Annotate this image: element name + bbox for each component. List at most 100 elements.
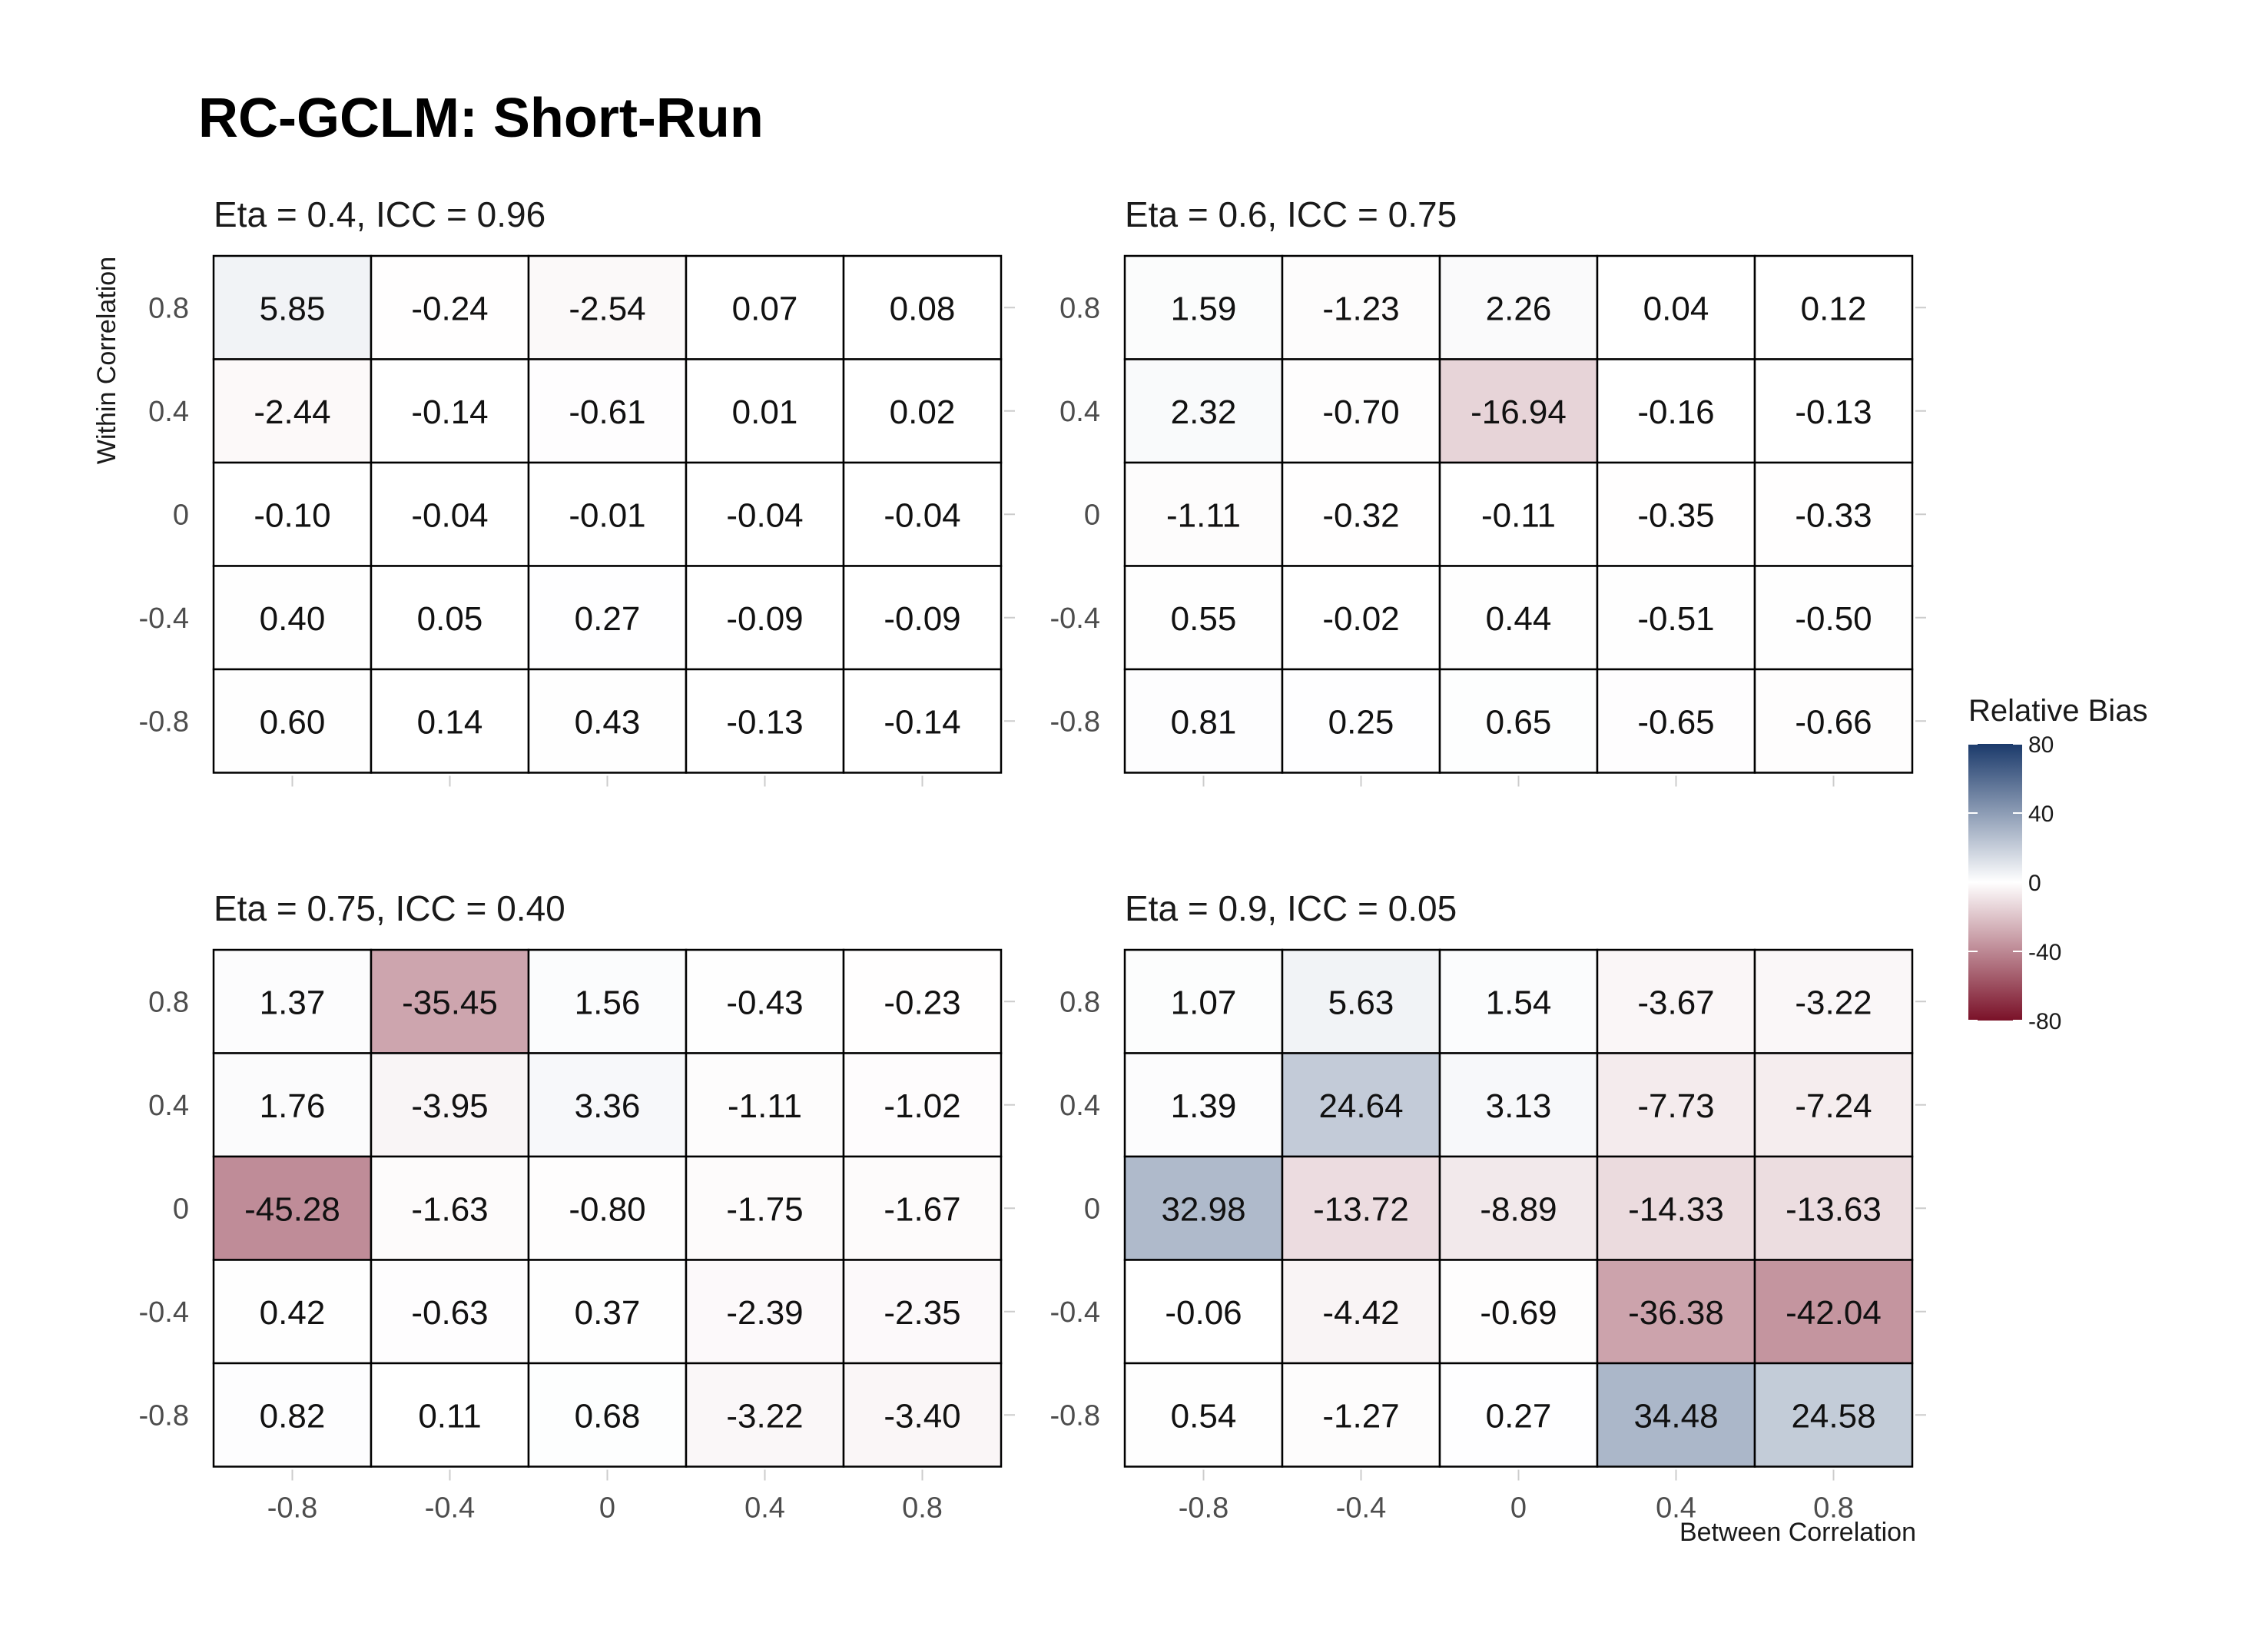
panel-title: Eta = 0.75, ICC = 0.40 bbox=[214, 888, 565, 928]
cell-value-label: -45.28 bbox=[244, 1190, 340, 1228]
heatmap-cell bbox=[1281, 668, 1441, 774]
cell-value-label: -1.67 bbox=[884, 1190, 960, 1228]
cell-value-label: -0.43 bbox=[726, 984, 803, 1021]
heatmap-cell bbox=[1123, 1259, 1284, 1365]
cell-value-label: -0.61 bbox=[569, 393, 645, 431]
heatmap-cell bbox=[842, 461, 1003, 567]
y-tick-label: 0.8 bbox=[1059, 292, 1100, 324]
heatmap-cell bbox=[842, 668, 1003, 774]
heatmap-cell bbox=[685, 565, 845, 671]
cell-value-label: 1.39 bbox=[1171, 1087, 1237, 1125]
cell-value-label: -0.16 bbox=[1637, 393, 1714, 431]
legend-tick-label: 0 bbox=[2028, 871, 2041, 896]
heatmap-cell bbox=[212, 948, 373, 1054]
x-tick-label: 0.4 bbox=[1656, 1492, 1696, 1525]
cell-value-label: -0.14 bbox=[884, 703, 960, 741]
cell-value-label: 3.36 bbox=[575, 1087, 641, 1125]
y-tick-label: -0.4 bbox=[1050, 1296, 1100, 1329]
cell-value-label: -0.23 bbox=[884, 984, 960, 1021]
heatmap-cell bbox=[1123, 461, 1284, 567]
heatmap-cell bbox=[1753, 1052, 1914, 1158]
x-tick-label: -0.4 bbox=[1336, 1492, 1386, 1525]
cell-value-label: 0.07 bbox=[732, 290, 798, 327]
cell-value-label: 34.48 bbox=[1633, 1397, 1718, 1435]
x-tick-label: 0.8 bbox=[1813, 1492, 1854, 1525]
heatmap-cell bbox=[370, 254, 530, 360]
legend-tick-label: -80 bbox=[2028, 1009, 2061, 1034]
heatmap-cell bbox=[685, 358, 845, 464]
heatmap-cell bbox=[685, 254, 845, 360]
cell-value-label: -0.80 bbox=[569, 1190, 645, 1228]
heatmap-cell bbox=[212, 565, 373, 671]
chart-title: RC-GCLM: Short-Run bbox=[198, 88, 764, 149]
cell-value-label: -0.66 bbox=[1795, 703, 1872, 741]
heatmap-cell bbox=[842, 1362, 1003, 1468]
heatmap-cell bbox=[1596, 358, 1756, 464]
heatmap-cell bbox=[1753, 461, 1914, 567]
heatmap-cell bbox=[1753, 1362, 1914, 1468]
heatmap-cell bbox=[1123, 358, 1284, 464]
cell-value-label: 0.60 bbox=[260, 703, 326, 741]
cell-value-label: 0.27 bbox=[1486, 1397, 1552, 1435]
cell-value-label: 3.13 bbox=[1486, 1087, 1552, 1125]
cell-value-label: -3.22 bbox=[726, 1397, 803, 1435]
cell-value-label: 0.01 bbox=[732, 393, 798, 431]
cell-value-label: 0.37 bbox=[575, 1294, 641, 1332]
cell-value-label: -35.45 bbox=[402, 984, 498, 1021]
heatmap-cell bbox=[842, 948, 1003, 1054]
heatmap-cell bbox=[1123, 668, 1284, 774]
heatmap-cell bbox=[527, 1052, 688, 1158]
cell-value-label: 5.85 bbox=[260, 290, 326, 327]
cell-value-label: -7.73 bbox=[1637, 1087, 1714, 1125]
cell-value-label: -0.04 bbox=[411, 496, 488, 534]
color-legend: Relative Bias 80 40 0 -40 -80 bbox=[1968, 694, 2147, 1034]
heatmap-cell bbox=[370, 948, 530, 1054]
cell-value-label: -3.22 bbox=[1795, 984, 1872, 1021]
legend-tick-label: -40 bbox=[2028, 940, 2061, 965]
cell-value-label: -1.75 bbox=[726, 1190, 803, 1228]
cell-value-label: 24.58 bbox=[1791, 1397, 1875, 1435]
heatmap-cell bbox=[685, 1155, 845, 1261]
panel-title: Eta = 0.9, ICC = 0.05 bbox=[1125, 888, 1457, 928]
heatmap-cell bbox=[1281, 565, 1441, 671]
cell-value-label: -0.63 bbox=[411, 1294, 488, 1332]
cell-value-label: -36.38 bbox=[1628, 1294, 1724, 1332]
heatmap-cell bbox=[212, 461, 373, 567]
cell-value-label: -0.04 bbox=[884, 496, 960, 534]
y-tick-label: -0.8 bbox=[1050, 705, 1100, 738]
heatmap-cell bbox=[1123, 1362, 1284, 1468]
cell-value-label: -2.39 bbox=[726, 1294, 803, 1332]
y-tick-label: 0.4 bbox=[1059, 396, 1100, 428]
y-tick-label: 0.8 bbox=[148, 292, 189, 324]
cell-value-label: -0.02 bbox=[1322, 600, 1399, 638]
heatmap-cell bbox=[370, 461, 530, 567]
heatmap-cell bbox=[370, 1259, 530, 1365]
heatmap-cell bbox=[685, 1259, 845, 1365]
heatmap-cell bbox=[527, 461, 688, 567]
cell-value-label: 1.07 bbox=[1171, 984, 1237, 1021]
cell-value-label: -0.01 bbox=[569, 496, 645, 534]
cell-value-label: -0.13 bbox=[726, 703, 803, 741]
panel: Eta = 0.4, ICC = 0.960.80.40-0.4-0.85.85… bbox=[139, 194, 1015, 787]
cell-value-label: 2.26 bbox=[1486, 290, 1552, 327]
heatmap-cell bbox=[1596, 254, 1756, 360]
panel-title: Eta = 0.4, ICC = 0.96 bbox=[214, 194, 545, 234]
heatmap-cell bbox=[1596, 668, 1756, 774]
heatmap-cell bbox=[842, 254, 1003, 360]
legend-ticks: 80 40 0 -40 -80 bbox=[1968, 732, 2061, 1034]
heatmap-cell bbox=[685, 461, 845, 567]
cell-value-label: -0.14 bbox=[411, 393, 488, 431]
heatmap-cell bbox=[212, 1155, 373, 1261]
cell-value-label: 2.32 bbox=[1171, 393, 1237, 431]
cell-value-label: 0.25 bbox=[1328, 703, 1394, 741]
cell-value-label: 0.65 bbox=[1486, 703, 1552, 741]
heatmap-cell bbox=[1753, 668, 1914, 774]
cell-value-label: -0.11 bbox=[1481, 496, 1556, 534]
heatmap-cell bbox=[370, 1362, 530, 1468]
x-tick-label: -0.8 bbox=[267, 1492, 317, 1525]
cell-value-label: 0.11 bbox=[418, 1397, 481, 1435]
heatmap-cell bbox=[685, 948, 845, 1054]
cell-value-label: -0.09 bbox=[884, 600, 960, 638]
y-tick-label: 0.8 bbox=[1059, 986, 1100, 1018]
cell-value-label: 0.55 bbox=[1171, 600, 1237, 638]
